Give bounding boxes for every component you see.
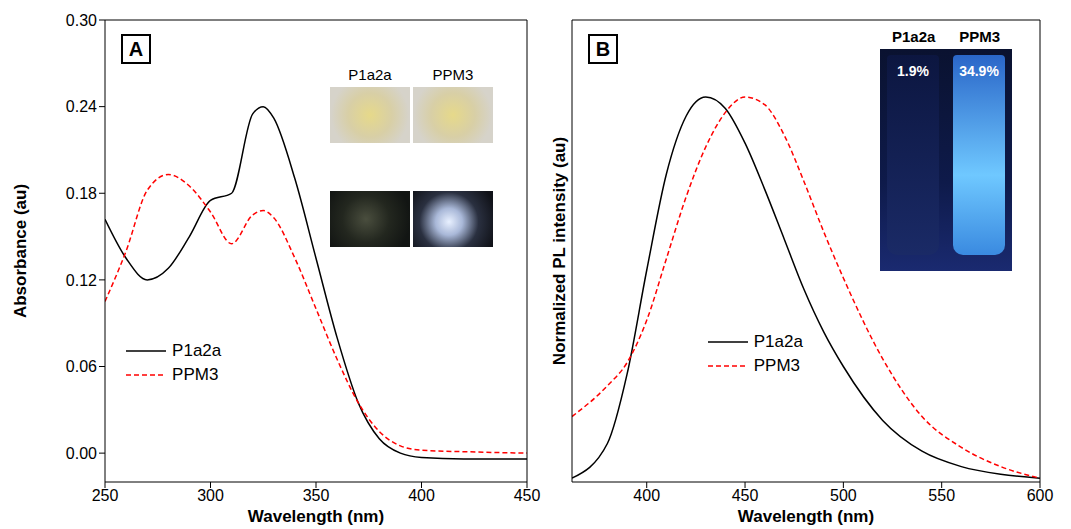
html-text:1.9%: 1.9% (897, 63, 929, 79)
html-text:P1a2a: P1a2a (891, 28, 936, 45)
html-text:P1a2a: P1a2a (348, 66, 392, 83)
svg-text:0.12: 0.12 (66, 272, 97, 289)
html-text:B: B (595, 37, 611, 60)
svg-text:250: 250 (92, 487, 119, 504)
svg-text:550: 550 (928, 487, 955, 504)
svg-text:450: 450 (732, 487, 759, 504)
html-text:PPM3: PPM3 (172, 364, 219, 384)
svg-text:600: 600 (1027, 487, 1054, 504)
svg-text:350: 350 (303, 487, 330, 504)
html-text:PPM3: PPM3 (432, 66, 474, 83)
svg-text:300: 300 (197, 487, 224, 504)
svg-text:0.00: 0.00 (66, 445, 97, 462)
svg-text:400: 400 (408, 487, 435, 504)
html-text:A: A (128, 37, 144, 60)
svg-text:0.24: 0.24 (66, 98, 97, 115)
html-text:P1a2a: P1a2a (172, 340, 222, 360)
svg-text:Normalized PL intensity (au): Normalized PL intensity (au) (550, 137, 569, 365)
svg-text:0.18: 0.18 (66, 185, 97, 202)
svg-text:0.06: 0.06 (66, 358, 97, 375)
svg-text:450: 450 (514, 487, 541, 504)
svg-text:Wavelength (nm): Wavelength (nm) (738, 507, 874, 526)
svg-text:400: 400 (633, 487, 660, 504)
svg-text:500: 500 (830, 487, 857, 504)
html-text:PPM3: PPM3 (959, 28, 1000, 45)
html-text:PPM3: PPM3 (753, 355, 800, 375)
svg-text:Wavelength (nm): Wavelength (nm) (248, 507, 384, 526)
svg-text:Absorbance (au): Absorbance (au) (11, 184, 30, 318)
svg-text:0.30: 0.30 (66, 12, 97, 29)
html-text:34.9%: 34.9% (959, 63, 999, 79)
html-text:P1a2a: P1a2a (753, 331, 803, 351)
